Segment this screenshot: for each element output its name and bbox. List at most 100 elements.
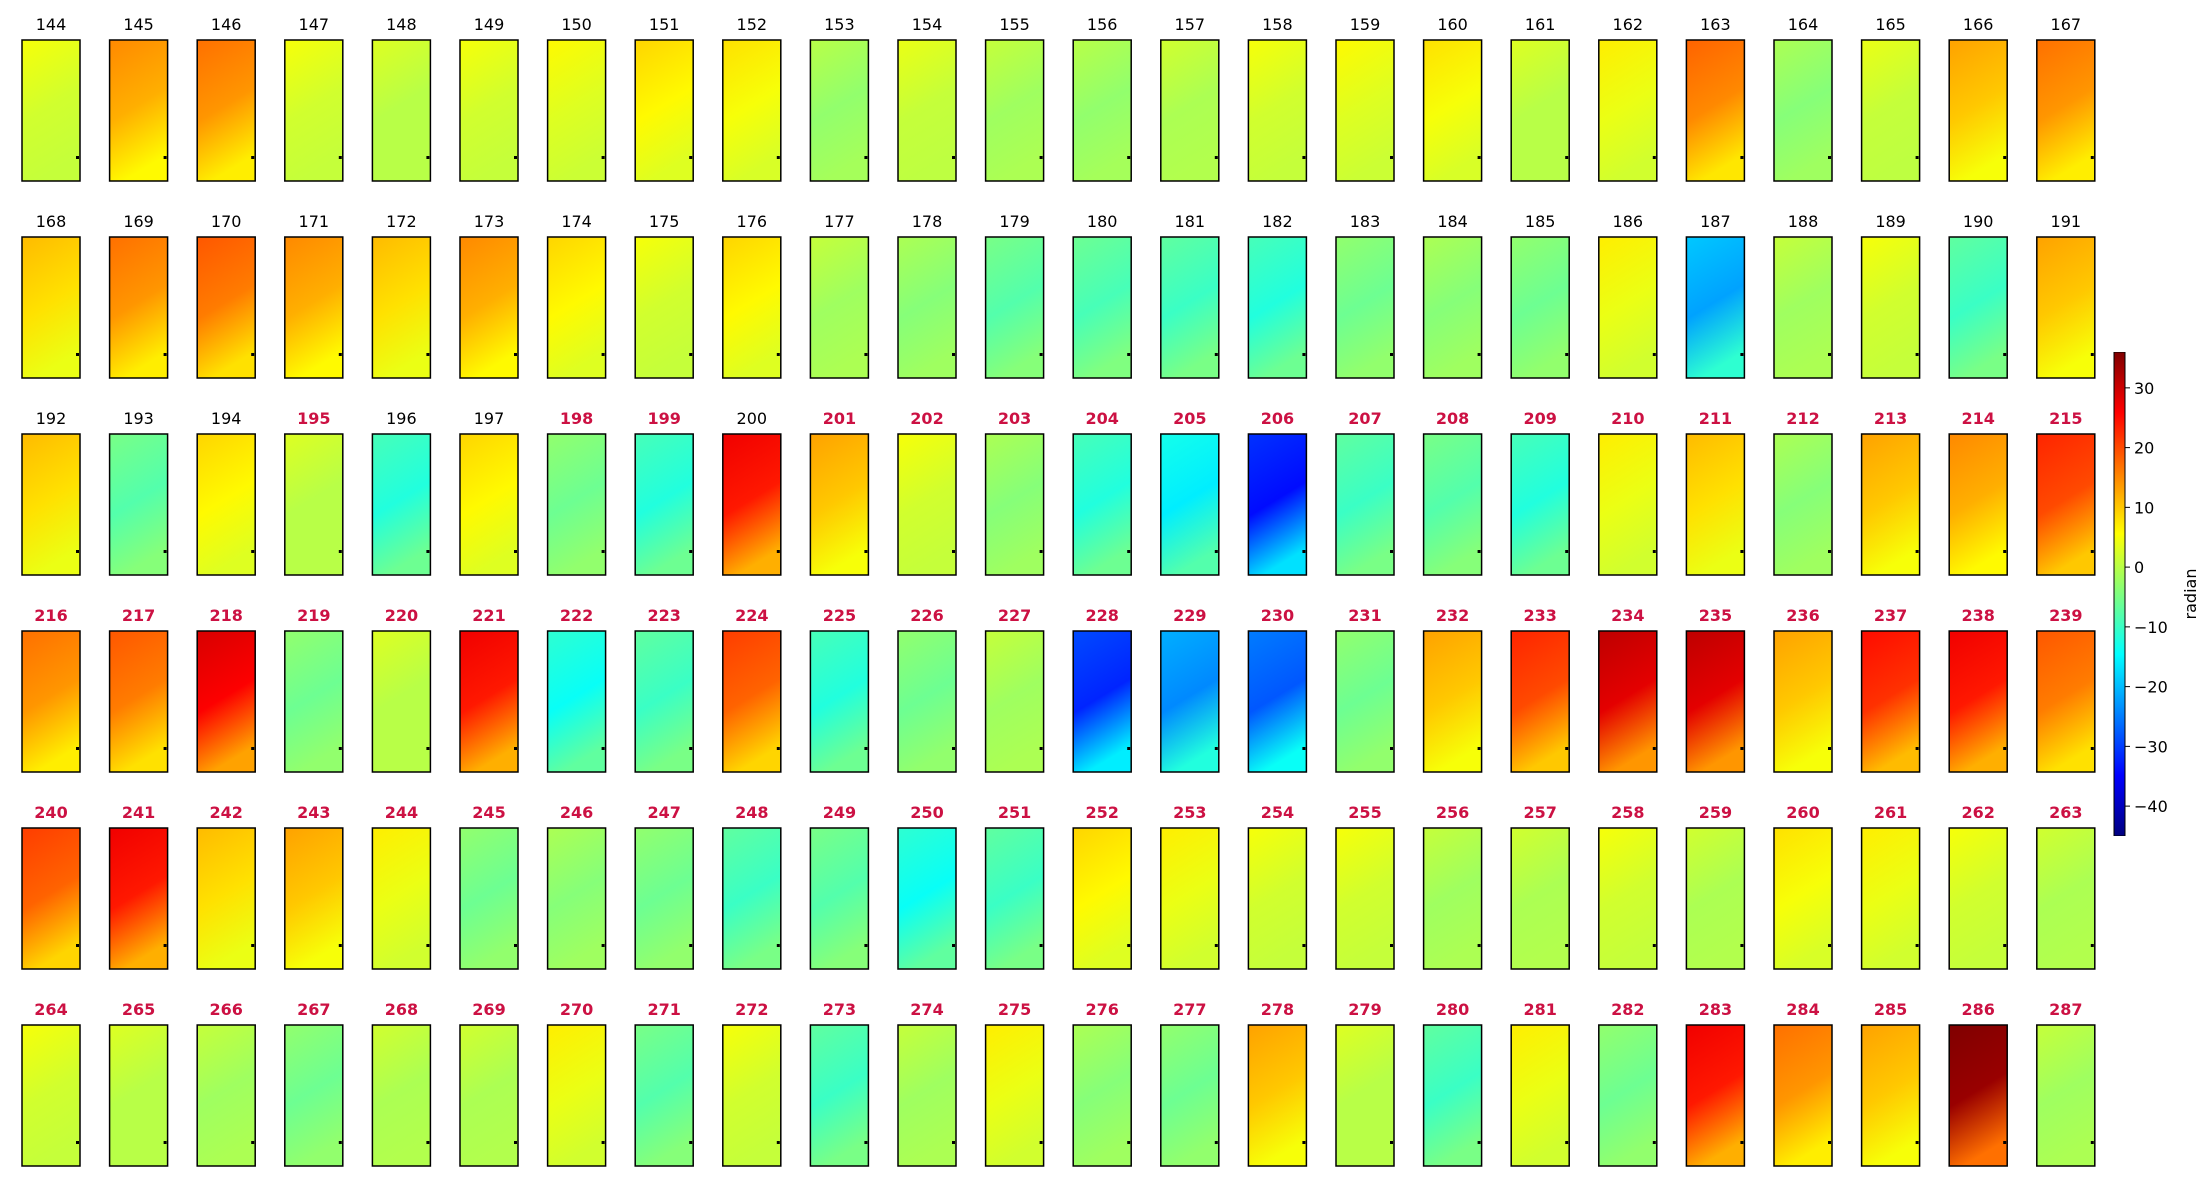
panel-label-258: 258 [1611, 803, 1644, 822]
panel-254 [1247, 827, 1308, 970]
panel-label-162: 162 [1613, 15, 1644, 34]
panel-label-224: 224 [735, 606, 768, 625]
panel-marker-151 [689, 156, 693, 159]
panel-191 [2036, 236, 2096, 379]
panel-label-201: 201 [823, 409, 856, 428]
panel-283 [1685, 1024, 1746, 1167]
panel-259 [1685, 827, 1746, 970]
panel-marker-281 [1565, 1141, 1569, 1144]
panel-207 [1335, 433, 1395, 576]
panel-marker-257 [1565, 944, 1569, 947]
panel-170 [196, 236, 256, 379]
panel-marker-160 [1477, 156, 1481, 159]
panel-label-189: 189 [1875, 212, 1906, 231]
panel-225 [809, 630, 870, 773]
panel-label-239: 239 [2049, 606, 2082, 625]
panel-label-236: 236 [1786, 606, 1819, 625]
panel-218 [196, 630, 256, 773]
panel-marker-224 [776, 747, 780, 750]
panel-label-169: 169 [123, 212, 154, 231]
panel-label-287: 287 [2049, 1000, 2082, 1019]
panel-label-190: 190 [1963, 212, 1994, 231]
colorbar-tick-label--20: −20 [2134, 678, 2168, 697]
panel-marker-287 [2090, 1141, 2094, 1144]
panel-208 [1422, 433, 1483, 576]
panel-marker-189 [1915, 353, 1919, 356]
panel-marker-158 [1302, 156, 1306, 159]
panel-marker-201 [864, 550, 868, 553]
panel-marker-274 [952, 1141, 955, 1144]
panel-marker-155 [1039, 156, 1043, 159]
panel-251 [984, 827, 1045, 970]
panel-marker-264 [76, 1141, 79, 1144]
panel-241 [108, 827, 169, 970]
panel-marker-278 [1302, 1141, 1306, 1144]
panel-marker-180 [1127, 353, 1131, 356]
panel-label-220: 220 [385, 606, 418, 625]
panel-label-144: 144 [36, 15, 67, 34]
panel-label-285: 285 [1874, 1000, 1907, 1019]
panel-label-262: 262 [1961, 803, 1994, 822]
panel-marker-233 [1565, 747, 1569, 750]
panel-marker-266 [251, 1141, 255, 1144]
panel-marker-147 [338, 156, 342, 159]
panel-label-277: 277 [1173, 1000, 1206, 1019]
panel-marker-223 [689, 747, 693, 750]
panel-marker-164 [1828, 156, 1831, 159]
panel-marker-198 [601, 550, 605, 553]
panel-234 [1598, 630, 1658, 773]
panel-label-195: 195 [297, 409, 330, 428]
panel-268 [371, 1024, 432, 1167]
panel-label-177: 177 [824, 212, 855, 231]
panel-label-278: 278 [1261, 1000, 1294, 1019]
panel-247 [634, 827, 694, 970]
panel-marker-285 [1915, 1141, 1919, 1144]
panel-marker-283 [1740, 1141, 1744, 1144]
colorbar-ticks: 30 20 10 0 −10 −20 −30 −40 [2125, 379, 2168, 816]
panel-marker-261 [1915, 944, 1919, 947]
panel-195 [284, 433, 344, 576]
panel-marker-208 [1477, 550, 1481, 553]
panel-188 [1773, 236, 1833, 379]
panel-label-235: 235 [1699, 606, 1732, 625]
panel-label-group: 144 145 146 147 148 149 150 151 152 153 154 155 156 1… [34, 15, 2082, 1019]
panel-249 [809, 827, 870, 970]
panel-label-249: 249 [823, 803, 856, 822]
panel-label-234: 234 [1611, 606, 1644, 625]
panel-marker-277 [1214, 1141, 1218, 1144]
panel-230 [1247, 630, 1308, 773]
panel-label-243: 243 [297, 803, 330, 822]
panel-260 [1773, 827, 1833, 970]
panel-198 [546, 433, 607, 576]
panel-marker-165 [1915, 156, 1919, 159]
panel-marker-250 [952, 944, 955, 947]
panel-label-215: 215 [2049, 409, 2082, 428]
panel-marker-269 [514, 1141, 517, 1144]
panel-label-159: 159 [1350, 15, 1381, 34]
panel-147 [284, 39, 344, 182]
panel-label-246: 246 [560, 803, 593, 822]
panel-marker-248 [776, 944, 780, 947]
panel-marker-169 [163, 353, 167, 356]
panel-marker-178 [952, 353, 955, 356]
panel-label-214: 214 [1961, 409, 1994, 428]
panel-255 [1335, 827, 1395, 970]
panel-marker-159 [1390, 156, 1393, 159]
panel-marker-194 [251, 550, 255, 553]
panel-164 [1773, 39, 1833, 182]
panel-marker-237 [1915, 747, 1919, 750]
panel-marker-234 [1652, 747, 1656, 750]
panel-marker-270 [601, 1141, 605, 1144]
panel-172 [371, 236, 432, 379]
panel-264 [21, 1024, 81, 1167]
panel-label-271: 271 [647, 1000, 680, 1019]
panel-label-204: 204 [1085, 409, 1118, 428]
panel-marker-175 [689, 353, 693, 356]
panel-label-264: 264 [34, 1000, 67, 1019]
panel-190 [1948, 236, 2008, 379]
panel-label-265: 265 [122, 1000, 155, 1019]
panel-274 [897, 1024, 957, 1167]
panel-label-199: 199 [647, 409, 680, 428]
panel-marker-254 [1302, 944, 1306, 947]
panel-204 [1072, 433, 1132, 576]
